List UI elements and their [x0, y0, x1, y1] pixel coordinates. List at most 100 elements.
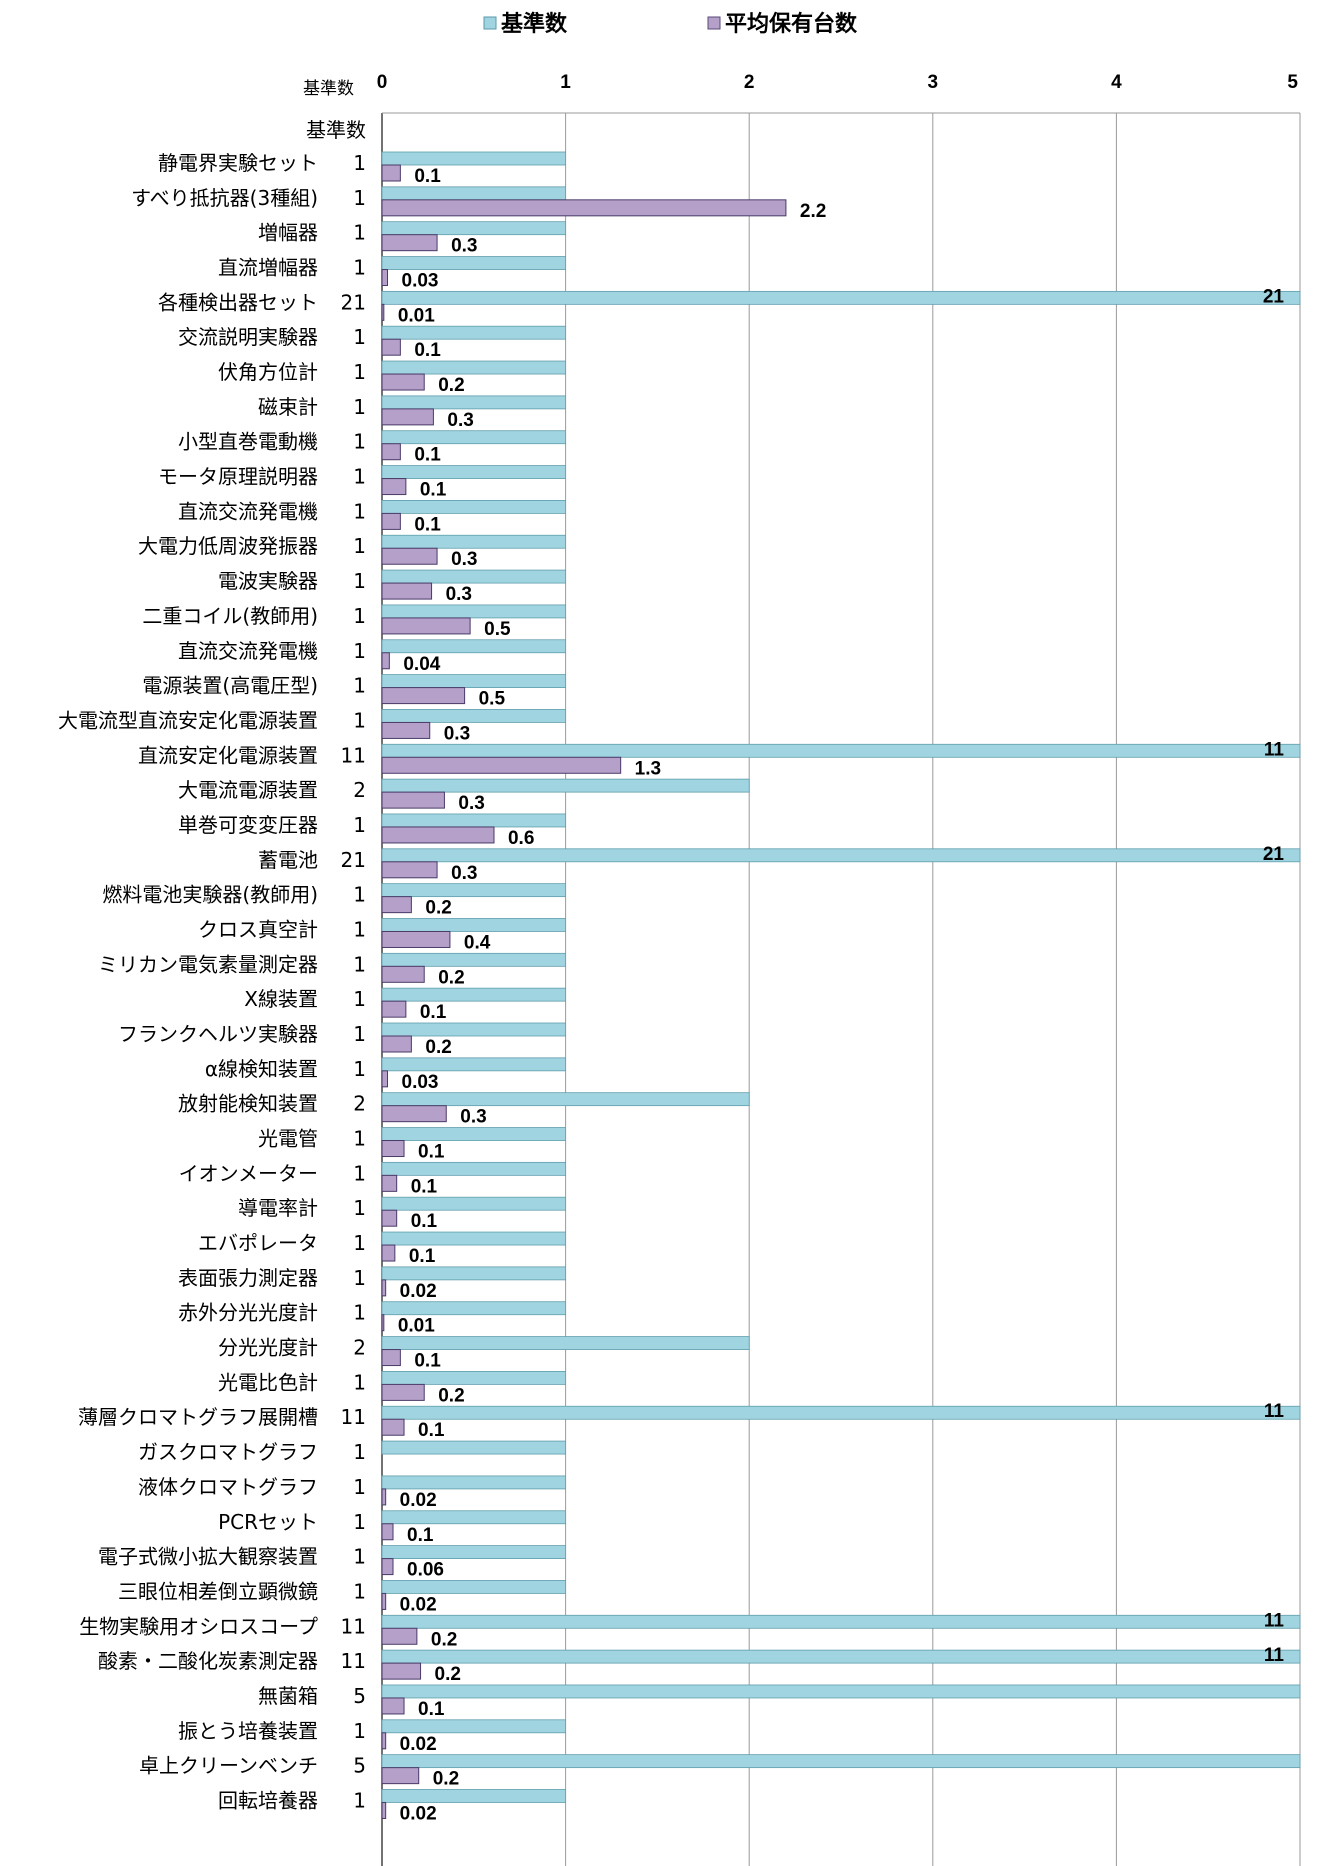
category-label: クロス真空計	[198, 917, 318, 941]
standard-count-label: 11	[341, 1614, 366, 1638]
standard-overflow-label: 21	[1263, 844, 1285, 865]
standard-count-label: 1	[353, 1579, 366, 1603]
category-label: 卓上クリーンベンチ	[139, 1754, 318, 1778]
bar-average	[381, 1070, 389, 1088]
bar-average	[381, 234, 438, 252]
category-label: 磁束計	[258, 395, 318, 419]
standard-count-label: 1	[353, 917, 366, 941]
x-tick-label: 1	[560, 72, 571, 93]
category-label: 無菌箱	[258, 1684, 318, 1708]
bar-average	[381, 1174, 398, 1192]
standard-count-label: 1	[353, 360, 366, 384]
chart-row: 導電率計 1 0.1	[238, 1196, 567, 1232]
standard-count-label: 1	[353, 465, 366, 489]
average-value-label: 0.1	[418, 1699, 445, 1720]
average-value-label: 0.2	[438, 1385, 464, 1406]
category-label: 導電率計	[238, 1196, 318, 1220]
category-label: 液体クロマトグラフ	[138, 1475, 318, 1499]
category-label: フランクヘルツ実験器	[118, 1022, 318, 1046]
bar-average	[381, 1767, 420, 1785]
bar-standard	[381, 813, 567, 828]
category-label: 伏角方位計	[218, 360, 318, 384]
average-value-label: 0.02	[400, 1803, 437, 1824]
standard-overflow-label: 11	[1264, 739, 1285, 760]
bar-standard	[381, 499, 567, 514]
average-value-label: 0.2	[425, 1037, 451, 1058]
standard-count-label: 1	[353, 430, 366, 454]
chart-row: イオンメーター 1 0.1	[179, 1161, 567, 1197]
average-value-label: 2.2	[800, 201, 826, 222]
standard-count-label: 1	[353, 674, 366, 698]
standard-count-label: 1	[353, 186, 366, 210]
legend-swatch-standard	[483, 16, 497, 30]
average-value-label: 0.5	[484, 619, 511, 640]
standard-count-label: 1	[353, 1161, 366, 1185]
standard-count-label: 11	[341, 1405, 366, 1429]
bar-standard	[381, 918, 567, 932]
bar-average	[381, 1105, 447, 1123]
average-value-label: 0.3	[460, 1107, 486, 1128]
average-value-label: 0.2	[435, 1664, 461, 1685]
bar-average	[381, 1697, 405, 1715]
category-label: 大電流型直流安定化電源装置	[58, 708, 318, 732]
bar-standard	[381, 1127, 567, 1141]
average-value-label: 0.6	[508, 828, 534, 849]
category-label: ガスクロマトグラフ	[138, 1440, 318, 1464]
standard-count-label: 1	[353, 1440, 366, 1464]
chart-row: 燃料電池実験器(教師用) 1 0.2	[102, 883, 567, 919]
average-value-label: 0.02	[400, 1281, 437, 1302]
chart-row: エバポレータ 1 0.1	[198, 1231, 567, 1267]
x-tick-label: 3	[928, 72, 939, 93]
average-value-label: 0.1	[414, 445, 441, 466]
category-label: モータ原理説明器	[158, 465, 318, 489]
standard-count-label: 1	[353, 221, 366, 245]
bar-average	[381, 1035, 412, 1053]
average-value-label: 0.03	[402, 271, 439, 292]
category-label: 放射能検知装置	[178, 1092, 318, 1116]
chart-row: 大電流電源装置 2 0.3	[178, 778, 750, 814]
chart-row: 磁束計 1 0.3	[258, 395, 567, 431]
chart-row: モータ原理説明器 1 0.1	[158, 465, 567, 501]
chart-row: 三眼位相差倒立顕微鏡 1 0.02	[118, 1579, 567, 1615]
chart-row: 赤外分光光度計 1 0.01	[178, 1301, 567, 1337]
standard-count-label: 1	[353, 987, 366, 1011]
bar-standard	[381, 221, 567, 236]
chart-row: 伏角方位計 1 0.2	[218, 360, 567, 396]
bar-average	[381, 687, 466, 705]
standard-count-label: 1	[353, 1057, 366, 1081]
bar-standard	[381, 883, 567, 898]
category-label: 単巻可変変圧器	[178, 813, 318, 837]
bar-average	[381, 1000, 407, 1018]
bar-standard	[381, 290, 1301, 305]
chart-rows: 静電界実験セット 1 0.1 すべり抵抗器(3種組) 1 2.2 増幅器 1 0.3 直流増幅器 1…	[58, 151, 1301, 1824]
bar-average	[381, 1627, 418, 1645]
average-value-label: 0.1	[418, 1420, 445, 1441]
category-label: 増幅器	[258, 221, 318, 245]
chart-row: 静電界実験セット 1 0.1	[158, 151, 567, 187]
chart-row: 振とう培養装置 1 0.02	[178, 1719, 567, 1755]
bar-standard	[381, 1440, 567, 1455]
bar-average	[381, 373, 425, 391]
bar-standard	[381, 1092, 750, 1107]
bar-average	[381, 826, 495, 844]
standard-count-label: 5	[353, 1684, 366, 1708]
bar-average	[381, 965, 425, 983]
chart-row: PCRセット 1 0.1	[218, 1510, 567, 1546]
bar-standard	[381, 325, 567, 340]
average-value-label: 0.1	[414, 166, 441, 187]
standard-count-label: 1	[353, 325, 366, 349]
category-label: 三眼位相差倒立顕微鏡	[118, 1579, 318, 1603]
bar-average	[381, 199, 787, 217]
category-label: X線装置	[244, 987, 318, 1011]
chart-row: 電源装置(高電圧型) 1 0.5	[142, 674, 567, 710]
average-value-label: 0.03	[402, 1072, 439, 1093]
bar-standard	[381, 743, 1301, 758]
average-value-label: 0.02	[400, 1734, 437, 1755]
average-value-label: 0.2	[425, 898, 451, 919]
standard-count-label: 21	[341, 290, 366, 314]
bar-standard	[381, 465, 567, 479]
bar-average	[381, 721, 431, 739]
category-label: 直流交流発電機	[178, 499, 318, 523]
average-value-label: 0.1	[414, 514, 441, 535]
